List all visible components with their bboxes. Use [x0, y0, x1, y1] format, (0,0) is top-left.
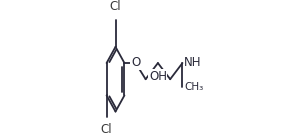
Text: Cl: Cl: [110, 0, 121, 13]
Text: Cl: Cl: [100, 123, 112, 136]
Text: NH: NH: [184, 56, 202, 69]
Text: OH: OH: [149, 70, 167, 83]
Text: CH₃: CH₃: [184, 82, 203, 92]
Text: O: O: [131, 56, 140, 69]
